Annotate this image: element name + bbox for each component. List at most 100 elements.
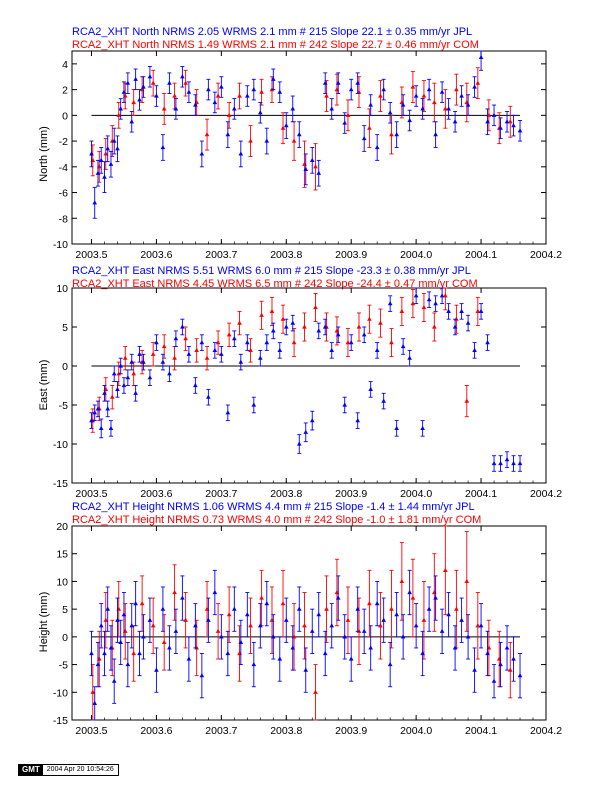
north-data-point — [432, 99, 437, 105]
north-data-point — [413, 93, 419, 98]
north-data-point — [118, 106, 123, 111]
east-data-point — [105, 406, 111, 411]
height-data-point — [511, 656, 516, 661]
east-data-point — [410, 301, 416, 306]
north-data-point — [511, 123, 516, 128]
height-data-point — [102, 650, 107, 656]
height-data-point — [245, 612, 250, 617]
east-data-point — [167, 371, 172, 376]
east-data-point — [172, 355, 177, 360]
north-data-point — [322, 80, 328, 85]
east-data-point — [183, 336, 188, 341]
north-data-point — [245, 93, 250, 98]
height-data-point — [303, 667, 309, 672]
height-data-point — [485, 650, 490, 656]
height-ylabel: Height (mm) — [38, 592, 50, 653]
height-data-point — [183, 617, 188, 622]
height-data-point — [322, 650, 328, 656]
height-data-point — [154, 667, 159, 672]
north-ytick-label: 4 — [62, 59, 68, 71]
north-data-point — [313, 164, 318, 169]
panel-east: RCA2_XHT East NRMS 5.51 WRMS 6.0 mm # 21… — [38, 265, 562, 500]
east-data-point — [407, 355, 412, 360]
north-data-point — [280, 125, 286, 130]
north-data-point — [199, 151, 205, 156]
height-data-point — [251, 661, 257, 667]
east-data-point — [161, 343, 167, 349]
gmt-logo: GMT — [19, 765, 43, 775]
height-title-jpl: RCA2_XHT Height NRMS 1.06 WRMS 4.4 mm # … — [72, 501, 475, 513]
east-data-point — [193, 382, 198, 388]
height-data-point — [95, 661, 101, 667]
height-ytick-label: 5 — [62, 604, 68, 616]
east-data-point — [199, 340, 205, 345]
height-plot-area: 2003.5 2003.6 2003.7 2003.8 2003.9 2004.0 2004… — [53, 521, 562, 737]
height-data-point — [98, 623, 104, 628]
east-data-point — [248, 347, 253, 352]
east-data-point — [125, 375, 131, 380]
north-data-point — [193, 102, 198, 107]
height-data-point — [374, 601, 380, 606]
east-data-point — [150, 351, 156, 356]
panel-north: RCA2_XHT North NRMS 2.05 WRMS 2.1 mm # 2… — [38, 26, 562, 261]
height-ytick-label: 0 — [62, 632, 68, 644]
east-data-point — [374, 347, 380, 352]
east-data-point — [433, 301, 438, 306]
north-data-point — [478, 54, 484, 60]
east-ytick-label: 0 — [62, 361, 68, 373]
height-data-point — [215, 628, 221, 633]
east-xtick-label: 2004.2 — [530, 488, 562, 500]
east-data-point — [269, 308, 275, 313]
height-ytick-label: -5 — [59, 660, 68, 672]
east-data-point — [464, 398, 470, 403]
north-xtick-label: 2003.5 — [75, 249, 107, 261]
north-data-point — [125, 80, 131, 85]
height-data-point — [329, 623, 335, 628]
height-data-point — [507, 667, 513, 672]
east-data-point — [290, 320, 296, 325]
height-data-point — [232, 606, 237, 611]
north-data-point — [324, 93, 329, 98]
height-data-point — [387, 661, 393, 667]
east-data-point — [245, 340, 250, 345]
north-data-point — [147, 74, 153, 79]
north-data-point — [345, 112, 351, 117]
east-data-point — [280, 316, 286, 321]
height-xtick-label: 2003.6 — [140, 725, 172, 737]
height-xtick-label: 2004.2 — [530, 725, 562, 737]
east-data-point — [251, 402, 257, 407]
north-data-point — [454, 87, 459, 92]
north-xtick-label: 2003.9 — [335, 249, 367, 261]
east-data-point — [446, 308, 451, 313]
height-title-com: RCA2_XHT Height NRMS 0.73 WRMS 4.0 mm # … — [72, 514, 481, 526]
height-data-point — [475, 623, 481, 628]
north-xtick-label: 2004.1 — [465, 249, 497, 261]
north-axes-frame — [71, 50, 547, 245]
north-data-point — [108, 161, 114, 166]
height-xtick-label: 2003.8 — [270, 725, 302, 737]
north-ytick-label: -4 — [59, 162, 68, 174]
height-data-point — [92, 700, 98, 705]
north-data-point — [206, 87, 211, 92]
north-data-point — [290, 106, 296, 111]
north-data-point — [183, 80, 188, 85]
height-ytick-label: 15 — [56, 549, 68, 561]
height-data-point — [115, 617, 120, 622]
height-data-point — [302, 623, 307, 628]
east-series-com — [90, 287, 481, 433]
north-ytick-label: 0 — [62, 110, 68, 122]
height-xtick-label: 2003.9 — [335, 725, 367, 737]
height-data-point — [264, 601, 270, 606]
height-data-point — [381, 617, 386, 622]
height-data-point — [517, 673, 523, 678]
north-data-point — [475, 80, 481, 85]
east-xtick-label: 2003.9 — [335, 488, 367, 500]
height-xtick-label: 2003.5 — [75, 725, 107, 737]
height-data-point — [167, 645, 172, 650]
east-data-point — [400, 343, 406, 349]
east-data-point — [232, 336, 237, 341]
north-data-point — [335, 80, 341, 85]
east-data-point — [92, 410, 98, 415]
height-data-point — [313, 689, 318, 694]
east-data-point — [173, 336, 179, 341]
